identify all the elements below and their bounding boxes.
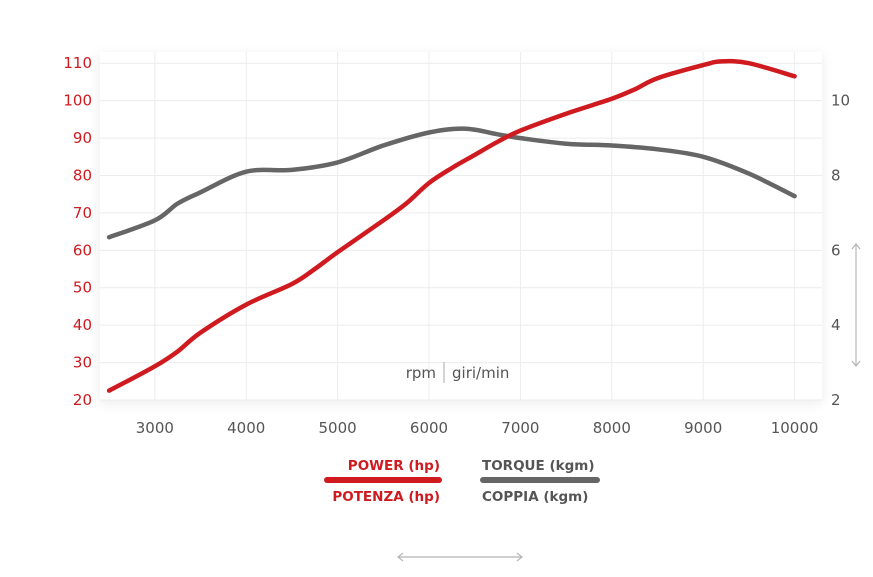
right-axis-ticks: 2 4 6 8 10: [831, 92, 850, 409]
right-tick-label: 2: [831, 391, 841, 409]
horizontal-scroll-arrow-icon[interactable]: [397, 552, 523, 562]
legend-torque-label-en: TORQUE (kgm): [482, 458, 595, 474]
plot-card: [100, 52, 822, 400]
left-tick-label: 20: [73, 391, 92, 409]
right-tick-label: 4: [831, 316, 841, 334]
left-tick-label: 90: [73, 129, 92, 147]
left-axis-ticks: 20 30 40 50 60 70 80 90 100 110: [63, 54, 92, 409]
right-tick-label: 6: [831, 241, 841, 259]
x-tick-label: 9000: [684, 419, 722, 437]
x-tick-label: 3000: [136, 419, 174, 437]
torque-series-line: [106, 126, 797, 240]
right-tick-label: 10: [831, 92, 850, 110]
grid: [100, 52, 822, 401]
legend-power-label-it: POTENZA (hp): [332, 489, 440, 505]
right-tick-label: 8: [831, 166, 841, 184]
x-tick-label: 4000: [227, 419, 265, 437]
legend-item-power: POWER (hp) POTENZA (hp): [324, 458, 442, 505]
left-tick-label: 80: [73, 166, 92, 184]
x-tick-label: 6000: [410, 419, 448, 437]
x-unit-label-giri: giri/min: [452, 364, 509, 382]
legend-item-torque: TORQUE (kgm) COPPIA (kgm): [480, 458, 600, 505]
left-tick-label: 70: [73, 204, 92, 222]
x-axis-ticks: 3000 4000 5000 6000 7000 8000 9000 10000: [136, 419, 819, 437]
left-tick-label: 40: [73, 316, 92, 334]
vertical-scroll-arrow-icon[interactable]: [851, 243, 861, 367]
left-tick-label: 50: [73, 279, 92, 297]
x-tick-label: 8000: [593, 419, 631, 437]
left-tick-label: 100: [63, 92, 92, 110]
left-tick-label: 110: [63, 54, 92, 72]
x-tick-label: 7000: [501, 419, 539, 437]
x-unit-label: rpm giri/min: [406, 362, 509, 383]
power-series-line: [106, 58, 797, 393]
left-tick-label: 60: [73, 241, 92, 259]
x-tick-label: 10000: [771, 419, 819, 437]
x-tick-label: 5000: [319, 419, 357, 437]
x-unit-label-rpm: rpm: [406, 364, 436, 382]
legend-power-label-en: POWER (hp): [348, 458, 440, 474]
left-tick-label: 30: [73, 354, 92, 372]
legend: POWER (hp) POTENZA (hp) TORQUE (kgm) COP…: [324, 458, 600, 505]
legend-torque-label-it: COPPIA (kgm): [482, 489, 588, 505]
series-lines: [106, 58, 797, 393]
